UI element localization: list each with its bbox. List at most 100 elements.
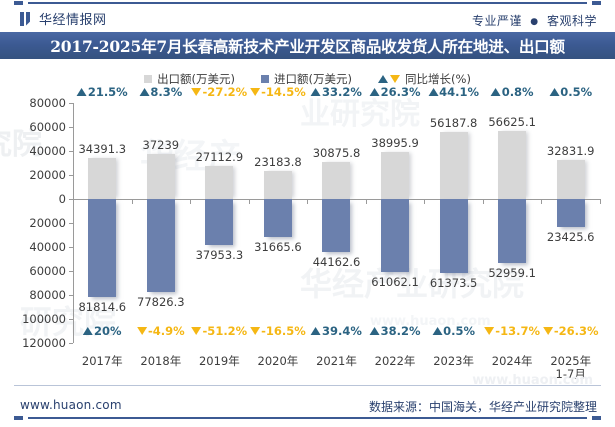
y-axis-label: 100000: [22, 312, 66, 326]
triangle-down-icon: [390, 75, 401, 83]
chart-category-group: 30875.8 44162.6 33.2% 39.4% 2021年: [307, 85, 366, 368]
bar-import-value-label: 23425.6: [546, 230, 595, 245]
x-axis-tick: [541, 199, 543, 204]
y-axis-label: 20000: [29, 216, 66, 230]
bar-import-value-label: 77826.3: [137, 295, 185, 310]
bar-import[interactable]: [556, 199, 585, 228]
bar-export[interactable]: [88, 157, 117, 199]
legend-item-2[interactable]: 同比增长(%): [378, 71, 471, 87]
x-axis-label: 2021年: [316, 355, 357, 368]
chart-category-group: 38995.9 61062.1 26.3% 38.2% 2022年: [365, 85, 425, 368]
top-divider: [0, 0, 615, 5]
x-axis-label: 2025年 1-7月: [550, 355, 591, 381]
y-axis-label: 20000: [29, 168, 66, 182]
growth-rate-import-label: -4.9%: [147, 324, 185, 338]
site-logo[interactable]: 华经情报网: [20, 9, 107, 28]
footer-url-link[interactable]: www.huaon.com: [20, 398, 122, 412]
growth-rate-export: 0.8%: [490, 85, 534, 99]
x-axis-label-line1: 2024年: [491, 354, 533, 368]
bar-import[interactable]: [205, 199, 234, 245]
growth-rate-export-label: -14.5%: [261, 85, 306, 99]
triangle-down-icon: [191, 327, 202, 335]
triangle-up-icon: [369, 88, 380, 96]
triangle-up-icon: [549, 88, 560, 96]
bar-export[interactable]: [498, 131, 527, 199]
y-axis-tick: [69, 319, 73, 320]
growth-rate-export: -27.2%: [191, 85, 247, 99]
triangle-down-icon: [136, 327, 147, 335]
legend-item-0[interactable]: 出口额(万美元): [144, 71, 235, 87]
growth-rate-export-label: 21.5%: [87, 85, 128, 99]
bar-import[interactable]: [146, 199, 175, 293]
y-axis-tick: [69, 127, 73, 128]
bar-import[interactable]: [322, 199, 351, 252]
watermark-footer: www.huaon.com: [472, 373, 593, 388]
legend-swatch-icon: [261, 75, 270, 83]
bar-export-value-label: 38995.9: [371, 136, 419, 151]
footer-top-line: [14, 385, 601, 386]
bar-export[interactable]: [439, 131, 468, 199]
x-axis-tick: [424, 199, 426, 204]
bar-export[interactable]: [146, 154, 175, 199]
y-axis-tick: [69, 175, 73, 176]
growth-rate-export: 26.3%: [369, 85, 421, 99]
x-axis-label-line1: 2019年: [198, 354, 240, 368]
bar-import-value-label: 52959.1: [488, 265, 536, 280]
x-axis-label-line2: 1-7月: [555, 367, 586, 381]
growth-rate-export-label: 8.3%: [150, 85, 183, 99]
bar-import[interactable]: [498, 199, 527, 263]
y-axis-tick: [69, 103, 73, 104]
growth-rate-import: 20%: [83, 324, 122, 338]
triangle-up-icon: [490, 88, 501, 96]
growth-rate-import-label: -51.2%: [202, 324, 248, 338]
bar-export[interactable]: [322, 161, 351, 199]
footer-divider: [28, 417, 587, 419]
triangle-down-icon: [542, 327, 553, 335]
bar-export-value-label: 37239: [142, 138, 180, 153]
growth-rate-export-label: 33.2%: [322, 85, 362, 99]
y-axis-label: 80000: [29, 288, 66, 302]
x-axis-label-line1: 2020年: [257, 354, 299, 368]
bar-import[interactable]: [88, 199, 117, 298]
y-axis-label: 40000: [29, 240, 66, 254]
triangle-up-icon: [311, 88, 322, 96]
growth-rate-import-label: 38.2%: [380, 324, 421, 338]
y-axis-label: 40000: [29, 144, 66, 158]
bar-export[interactable]: [205, 166, 234, 199]
tagline-left: 专业严谨: [471, 14, 522, 28]
footer-divider-cap-left: [14, 416, 23, 420]
chart-category-group: 56187.8 61373.5 44.1% 0.5% 2023年: [424, 85, 483, 368]
bar-export-value-label: 32831.9: [546, 143, 595, 158]
triangle-up-icon: [311, 327, 322, 335]
triangle-up-icon: [369, 327, 380, 335]
y-axis-tick: [69, 271, 73, 272]
y-axis-tick: [69, 199, 73, 200]
growth-rate-export-label: 44.1%: [439, 85, 480, 99]
growth-rate-export-label: 26.3%: [380, 85, 421, 99]
bar-export[interactable]: [263, 171, 292, 199]
x-axis-label-line1: 2022年: [374, 354, 416, 368]
bar-import[interactable]: [439, 199, 468, 273]
page-footer: www.huaon.com www.huaon.com 数据来源：中国海关，华经…: [0, 373, 615, 427]
chart-category-group: 32831.9 23425.6 0.5% -26.3% 2025年 1-7月: [541, 85, 600, 381]
growth-rate-export: 0.5%: [549, 85, 592, 99]
legend-item-1[interactable]: 进口额(万美元): [261, 71, 352, 87]
growth-rate-import: 38.2%: [369, 324, 421, 338]
y-axis-tick: [69, 223, 73, 224]
triangle-up-icon: [428, 88, 439, 96]
x-axis-label: 2023年: [433, 355, 474, 368]
x-axis-tick: [600, 199, 601, 204]
tagline-dot: ●: [530, 16, 539, 27]
chart-category-group: 34391.3 81814.6 21.5% 20% 2017年: [73, 85, 132, 368]
bar-export[interactable]: [381, 152, 410, 199]
bar-import[interactable]: [381, 199, 410, 273]
bar-import[interactable]: [263, 199, 292, 237]
y-axis-label: 60000: [29, 120, 66, 134]
brand-name: 华经情报网: [39, 13, 107, 28]
growth-rate-import-label: 0.5%: [443, 324, 476, 338]
triangle-up-icon: [432, 327, 443, 335]
growth-rate-import: -26.3%: [542, 324, 599, 338]
growth-rate-export-label: 0.5%: [560, 85, 593, 99]
bar-export[interactable]: [556, 159, 585, 199]
